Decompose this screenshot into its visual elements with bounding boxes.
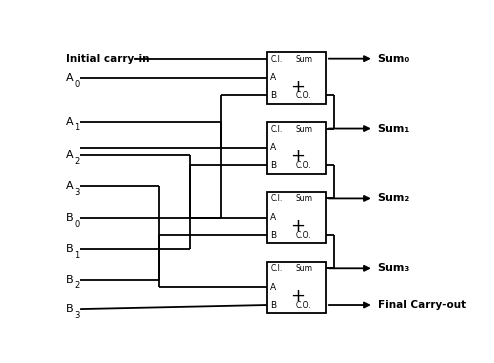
Text: A: A	[66, 181, 73, 191]
Bar	[267, 122, 326, 174]
Bar	[267, 192, 326, 244]
Text: A: A	[270, 213, 277, 222]
Text: A: A	[270, 283, 277, 292]
Text: Final Carry-out: Final Carry-out	[377, 300, 466, 310]
Text: C.I.: C.I.	[270, 125, 283, 134]
Text: C.I.: C.I.	[270, 55, 283, 64]
Text: C.O.: C.O.	[295, 161, 311, 170]
Text: Sum₂: Sum₂	[377, 193, 410, 203]
Text: 0: 0	[74, 80, 79, 89]
Text: B: B	[66, 275, 73, 285]
Text: 2: 2	[74, 281, 79, 290]
Text: A: A	[66, 150, 73, 160]
Text: Sum: Sum	[295, 55, 312, 64]
Text: Sum: Sum	[295, 125, 312, 134]
Text: 3: 3	[74, 311, 80, 320]
Text: A: A	[66, 117, 73, 127]
Text: C.I.: C.I.	[270, 264, 283, 273]
Bar	[267, 262, 326, 313]
Text: A: A	[270, 143, 277, 152]
Text: 0: 0	[74, 220, 79, 229]
Text: 3: 3	[74, 188, 80, 197]
Text: C.O.: C.O.	[295, 91, 311, 100]
Text: B: B	[66, 213, 73, 223]
Text: +: +	[290, 147, 305, 166]
Text: B: B	[270, 161, 277, 170]
Text: +: +	[290, 78, 305, 95]
Text: 1: 1	[74, 250, 79, 260]
Text: A: A	[66, 73, 73, 83]
Text: A: A	[270, 73, 277, 82]
Text: 1: 1	[74, 123, 79, 132]
Text: B: B	[270, 231, 277, 240]
Text: B: B	[270, 91, 277, 100]
Text: Sum₁: Sum₁	[377, 123, 410, 134]
Text: +: +	[290, 217, 305, 235]
Text: B: B	[66, 304, 73, 314]
Text: +: +	[290, 287, 305, 305]
Text: B: B	[270, 301, 277, 310]
Bar	[267, 52, 326, 104]
Text: Sum₃: Sum₃	[377, 263, 410, 273]
Text: 2: 2	[74, 157, 79, 166]
Text: C.I.: C.I.	[270, 195, 283, 204]
Text: B: B	[66, 244, 73, 254]
Text: C.O.: C.O.	[295, 231, 311, 240]
Text: Initial carry-in: Initial carry-in	[66, 54, 149, 64]
Text: C.O.: C.O.	[295, 301, 311, 310]
Text: Sum: Sum	[295, 264, 312, 273]
Text: Sum: Sum	[295, 195, 312, 204]
Text: Sum₀: Sum₀	[377, 54, 410, 64]
